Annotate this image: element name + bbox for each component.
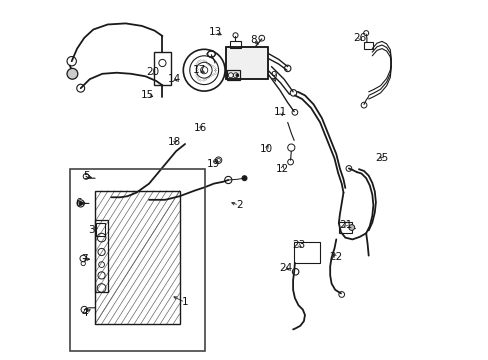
Bar bbox=[226, 47, 267, 79]
Text: 20: 20 bbox=[146, 67, 159, 77]
Circle shape bbox=[67, 68, 78, 79]
Text: 23: 23 bbox=[291, 240, 305, 250]
Text: 13: 13 bbox=[208, 27, 221, 37]
Bar bbox=[294, 242, 320, 263]
Text: 1: 1 bbox=[182, 297, 188, 307]
Text: 4: 4 bbox=[81, 308, 87, 318]
Text: 10: 10 bbox=[259, 144, 272, 154]
Text: 15: 15 bbox=[141, 90, 154, 100]
Text: 19: 19 bbox=[207, 159, 220, 169]
Text: 24: 24 bbox=[279, 263, 292, 273]
Text: 2: 2 bbox=[235, 200, 242, 210]
Bar bbox=[96, 223, 105, 236]
Bar bbox=[230, 41, 241, 48]
Circle shape bbox=[348, 225, 354, 230]
Text: 16: 16 bbox=[194, 123, 207, 133]
Bar bbox=[338, 222, 352, 233]
Text: 8: 8 bbox=[250, 35, 256, 45]
Text: 12: 12 bbox=[275, 164, 288, 174]
Text: 14: 14 bbox=[167, 74, 181, 84]
Circle shape bbox=[79, 202, 82, 205]
Bar bbox=[153, 52, 171, 85]
Text: 18: 18 bbox=[167, 137, 181, 147]
Bar bbox=[95, 191, 179, 324]
Circle shape bbox=[235, 74, 238, 77]
Text: 6: 6 bbox=[76, 198, 82, 208]
Text: 17: 17 bbox=[192, 65, 206, 75]
Bar bbox=[95, 220, 107, 292]
Bar bbox=[363, 42, 372, 49]
Text: 5: 5 bbox=[82, 171, 89, 181]
Text: 7: 7 bbox=[81, 254, 87, 264]
Text: 11: 11 bbox=[273, 107, 286, 117]
Bar bbox=[70, 169, 204, 351]
Bar bbox=[227, 70, 240, 80]
Text: 26: 26 bbox=[352, 33, 366, 43]
Text: 22: 22 bbox=[329, 252, 342, 262]
Text: 3: 3 bbox=[88, 225, 95, 235]
Text: 21: 21 bbox=[339, 220, 352, 230]
Text: 25: 25 bbox=[375, 153, 388, 163]
Text: 9: 9 bbox=[269, 71, 276, 81]
Bar bbox=[226, 47, 267, 79]
Circle shape bbox=[242, 176, 246, 181]
